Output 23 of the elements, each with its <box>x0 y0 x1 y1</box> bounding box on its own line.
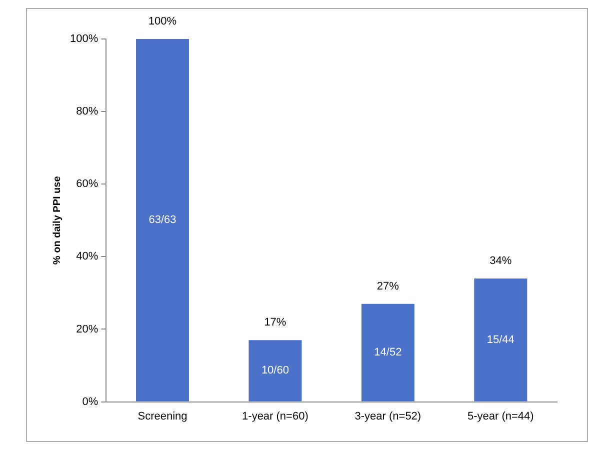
x-tick-label: 3-year (n=52) <box>354 410 422 422</box>
y-tick-label: 40% <box>76 250 98 263</box>
y-tick-label: 80% <box>76 106 98 118</box>
annotation: 10/60 <box>261 364 289 377</box>
x-tick-label: 5-year (n=44) <box>467 410 534 422</box>
x-tick-label: 1-year (n=60) <box>242 410 308 422</box>
data-label: 27% <box>376 280 400 292</box>
bar <box>136 39 189 402</box>
data-label: 34% <box>490 254 512 267</box>
y-tick-label: 60% <box>76 178 98 190</box>
annotation: 15/44 <box>486 334 514 346</box>
bar <box>361 304 414 402</box>
annotation: 14/52 <box>374 346 402 359</box>
y-tick-label: 0% <box>82 396 98 408</box>
data-label: 100% <box>148 16 177 28</box>
y-tick-label: 100% <box>70 33 98 46</box>
x-tick-label: Screening <box>138 410 188 422</box>
data-label: 17% <box>264 316 286 329</box>
bar <box>248 340 302 402</box>
bar <box>474 278 528 402</box>
y-axis-title: % on daily PPI use <box>52 176 63 265</box>
y-tick-label: 20% <box>76 323 98 336</box>
annotation: 63/63 <box>148 214 176 226</box>
